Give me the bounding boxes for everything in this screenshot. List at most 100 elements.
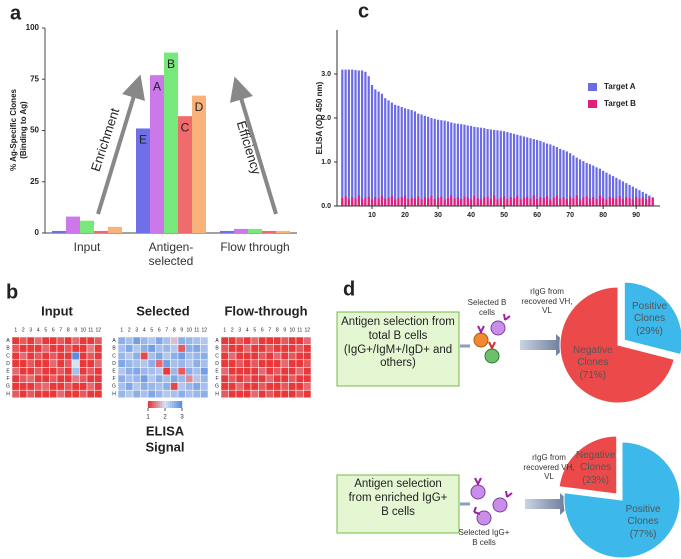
heatmap-cell [41, 374, 50, 383]
heatmap-cell [258, 359, 267, 368]
bar [440, 196, 443, 206]
box [336, 474, 460, 534]
heatmap-cell [280, 367, 289, 376]
heatmap-cell [26, 382, 35, 391]
cells-label-frame: Selected B cells [468, 298, 507, 317]
bar [347, 199, 351, 206]
heatmap-cell [86, 367, 95, 376]
bar [453, 123, 456, 206]
colorbar [150, 401, 153, 408]
plate-title: Selected [136, 303, 190, 318]
x-tick-label-frame: Input [74, 240, 101, 254]
bar [413, 198, 417, 206]
bar [595, 167, 598, 206]
heatmap-cell [243, 367, 252, 376]
bar [615, 177, 618, 206]
heatmap-cell [41, 351, 50, 361]
heatmap-cell [228, 351, 237, 361]
heatmap-cell [125, 374, 134, 383]
heatmap-cell [147, 359, 156, 368]
heatmap-cell [79, 359, 88, 368]
heatmap-cell [140, 336, 149, 345]
heatmap-cell [192, 344, 201, 353]
bar [80, 220, 94, 233]
heatmap-cell [162, 351, 171, 361]
heatmap-cell [94, 336, 103, 345]
bar [407, 198, 410, 206]
heatmap-cell [155, 382, 164, 391]
heatmap-cell [49, 344, 58, 353]
bar [108, 226, 122, 233]
bar-label: C [181, 120, 190, 134]
heatmap-cell [185, 367, 194, 376]
panel-letter: c [358, 0, 369, 22]
bar [420, 114, 423, 206]
heatmap-cell [64, 359, 73, 368]
heatmap-cell [303, 382, 312, 391]
heatmap-cell [155, 359, 164, 368]
arrow-label-frame: rIgG from recovered VH, VL [523, 453, 574, 481]
heatmap-cell [200, 359, 209, 368]
pie-value-label-frame: (23%) [582, 475, 609, 486]
bar [364, 197, 367, 206]
bar [52, 230, 66, 233]
col-label: 12 [95, 327, 101, 333]
heatmap-cell [265, 367, 274, 376]
heatmap-cell [117, 389, 126, 399]
heatmap-cell [200, 367, 209, 376]
heatmap-cell [94, 389, 103, 399]
heatmap-cell [235, 389, 244, 399]
heatmap-cell [280, 382, 289, 391]
bar [493, 129, 496, 206]
bar [625, 183, 628, 206]
heatmap-cell [185, 374, 194, 383]
bar-label: B [167, 57, 175, 71]
bar [559, 148, 562, 206]
col-label: 8 [276, 327, 279, 333]
bar [512, 133, 516, 206]
bar [463, 196, 466, 206]
heatmap-cell [220, 374, 229, 383]
colorbar [164, 401, 167, 408]
row-label: D [215, 361, 219, 367]
colorbar [170, 401, 173, 408]
heatmap-cell [49, 336, 58, 345]
x-tick-label: 60 [533, 212, 541, 219]
bar [618, 179, 621, 206]
pie-value-label-frame: (77%) [630, 529, 657, 540]
box-text-frame: Antigen selection from enriched IgG+ B c… [349, 478, 448, 518]
bar [526, 196, 529, 206]
heatmap-cell [117, 382, 126, 391]
bar [476, 198, 479, 206]
heatmap-cell [177, 351, 186, 361]
pie-label-frame: Positive Clones [632, 301, 667, 324]
heatmap-cell [220, 367, 229, 376]
heatmap-cell [11, 389, 20, 399]
bar [164, 52, 178, 233]
heatmap-cell [295, 344, 304, 353]
bar [433, 118, 436, 206]
heatmap-cell [26, 336, 35, 345]
bar [466, 197, 469, 206]
col-label: 5 [253, 327, 256, 333]
col-label: 9 [180, 327, 183, 333]
heatmap-cell [132, 382, 141, 391]
bar [621, 198, 625, 206]
heatmap-cell [228, 382, 237, 391]
bar [192, 95, 206, 234]
x-tick-label-frame: Antigen-selected [149, 240, 194, 268]
heatmap-cell [26, 367, 35, 376]
bar [347, 69, 351, 206]
bar [367, 76, 370, 206]
heatmap-cell [71, 351, 80, 361]
heatmap-cell [185, 389, 194, 399]
heatmap-cell [265, 374, 274, 383]
annotation: Enrichment [88, 106, 123, 174]
colorbar [158, 401, 161, 408]
bar [469, 199, 473, 206]
heatmap-cell [19, 344, 28, 353]
bar [608, 174, 611, 206]
row-label: B [215, 346, 219, 352]
heatmap-cell [49, 351, 58, 361]
bar [446, 198, 450, 206]
